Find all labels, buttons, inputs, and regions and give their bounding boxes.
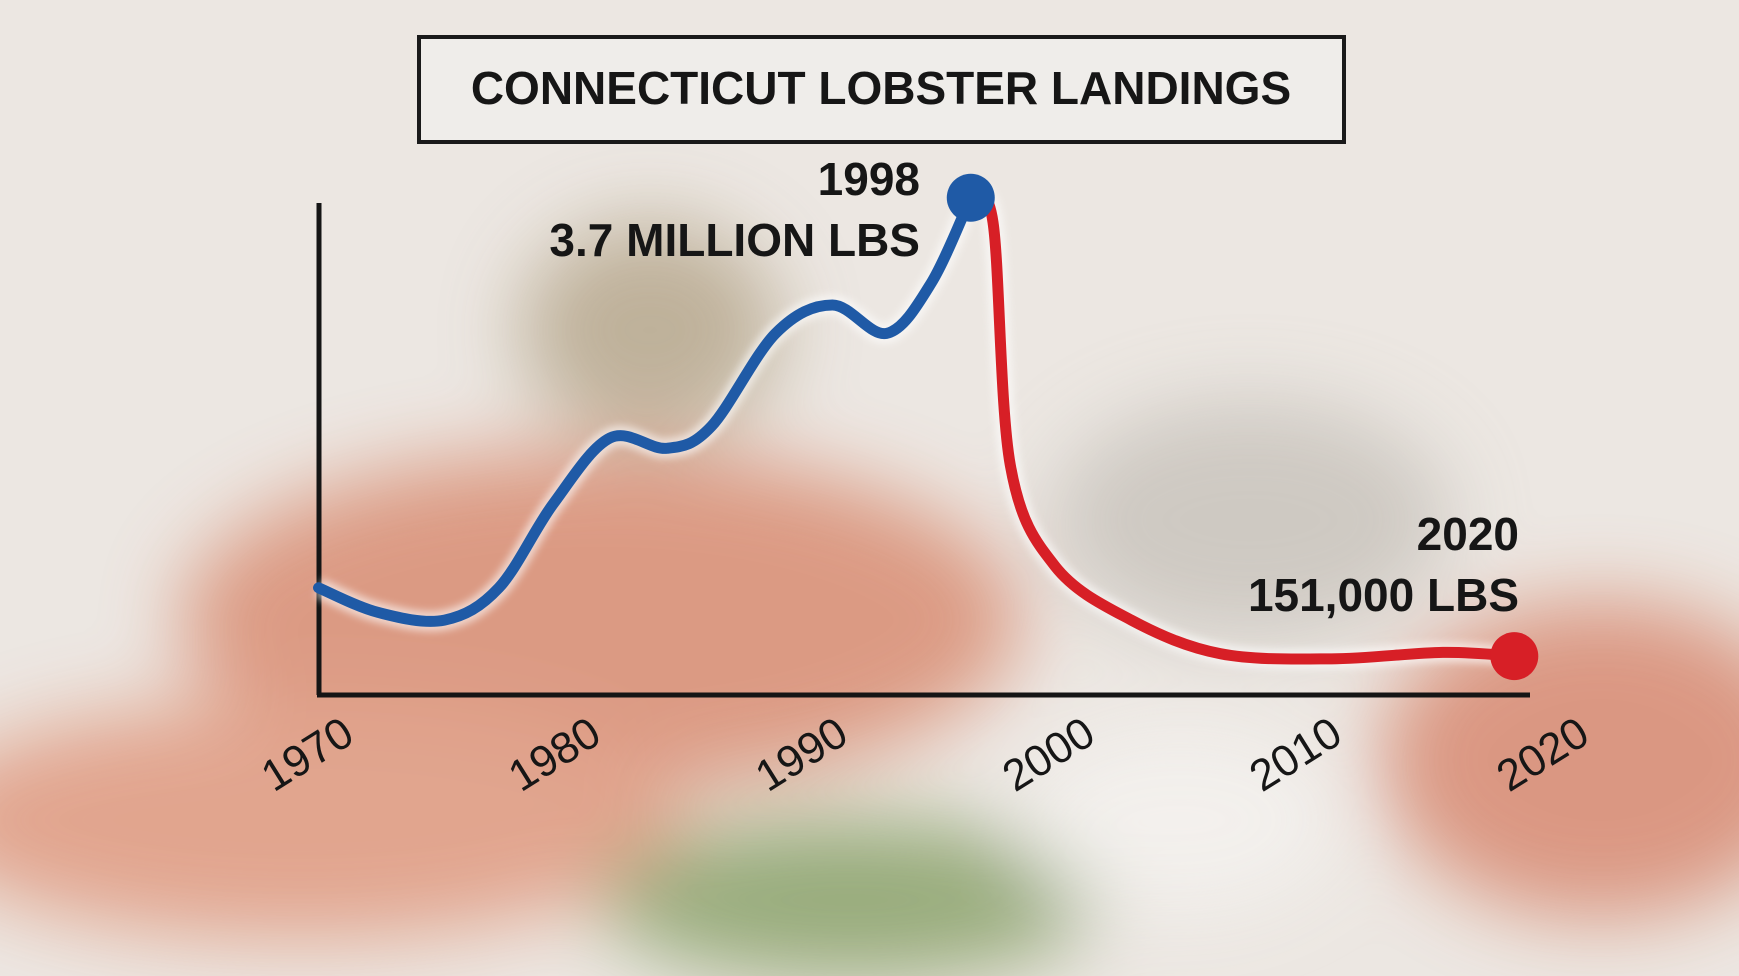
annotation: 2020 <box>1417 508 1519 560</box>
chart-title: CONNECTICUT LOBSTER LANDINGS <box>471 62 1291 114</box>
annotation: 3.7 MILLION LBS <box>549 214 920 266</box>
annotation: 151,000 LBS <box>1248 569 1519 621</box>
line <box>965 189 1520 665</box>
title-box <box>417 35 1346 144</box>
end-dot <box>1490 632 1539 681</box>
peak-dot <box>946 173 995 222</box>
annotation: 1998 <box>818 153 920 205</box>
line <box>313 192 977 627</box>
